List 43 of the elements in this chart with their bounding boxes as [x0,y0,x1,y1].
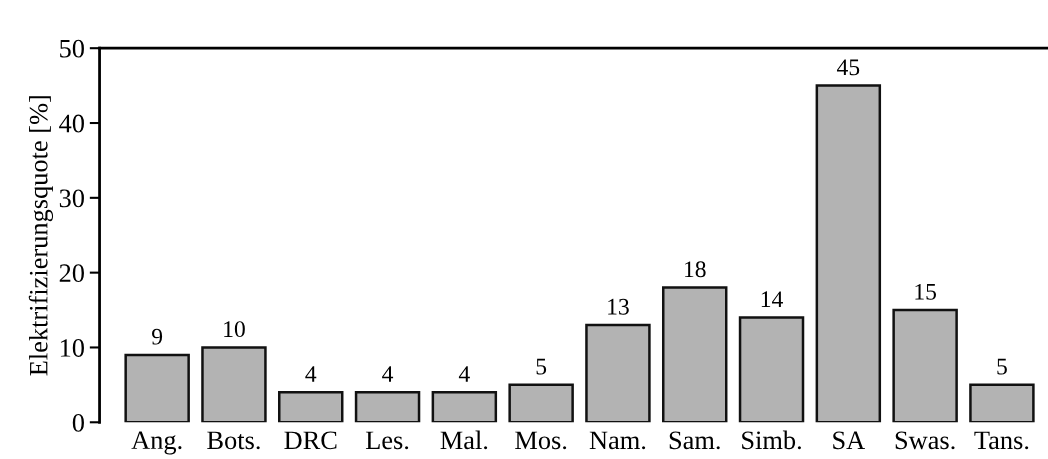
x-tick-label: Les. [365,431,409,450]
bar [892,308,958,423]
y-tick-label: 0 [72,413,84,432]
data-label: 4 [305,366,317,382]
bar [738,316,805,423]
data-label: 10 [224,321,245,338]
data-label: 9 [152,328,163,345]
x-tick-label: Nam. [589,431,646,450]
x-tick-label: Sam. [669,431,720,450]
bar [201,346,267,423]
x-tick-label: Tans. [974,431,1029,450]
y-tick-label: 40 [59,114,84,133]
x-tick-label: Simb. [742,430,801,450]
data-label: 15 [915,283,937,300]
x-tick-label: Swas. [895,431,955,450]
data-label: 5 [997,358,1007,375]
data-label: 14 [761,291,783,307]
data-label: 13 [608,298,629,315]
data-label: 4 [382,366,394,382]
bar [815,84,882,423]
y-tick-label: 20 [59,264,84,283]
x-tick-label: DRC [284,431,337,450]
x-tick-label: SA [833,431,865,450]
x-tick-label: Bots. [207,431,260,450]
x-tick-label: Mos. [515,431,567,450]
y-tick-label: 30 [59,189,84,208]
x-tick-label: Mal. [440,430,488,450]
bar [508,383,574,423]
data-label: 18 [685,261,706,278]
y-axis-title: Elektrifizierungsquote [%] [28,96,54,376]
y-tick-label: 50 [60,39,84,58]
bar [662,286,728,423]
data-label: 4 [458,366,470,382]
x-tick-label: Ang. [131,431,182,455]
bar [431,391,498,423]
data-label: 45 [836,59,860,76]
bar [278,391,344,423]
bar [354,391,421,423]
bar [969,383,1035,423]
data-label: 5 [536,358,547,375]
bar [124,353,190,423]
y-tick-label: 10 [60,339,84,357]
bar [585,323,651,423]
